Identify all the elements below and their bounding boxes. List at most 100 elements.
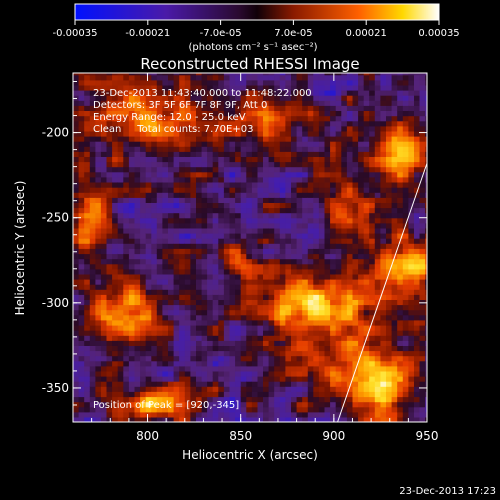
heatmap-cell	[374, 401, 381, 408]
heatmap-cell	[341, 156, 348, 163]
heatmap-cell	[184, 233, 191, 239]
heatmap-cell	[145, 243, 152, 249]
heatmap-cell	[318, 73, 326, 76]
heatmap-cell	[100, 146, 108, 152]
heatmap-cell	[279, 84, 286, 91]
heatmap-cell	[235, 299, 242, 306]
heatmap-cell	[212, 73, 219, 76]
heatmap-cell	[173, 396, 180, 403]
heatmap-cell	[369, 233, 376, 239]
heatmap-cell	[184, 110, 191, 117]
heatmap-cell	[168, 192, 175, 198]
heatmap-cell	[268, 253, 275, 260]
heatmap-cell	[391, 314, 398, 321]
heatmap-cell	[374, 376, 381, 382]
heatmap-cell	[246, 130, 253, 137]
heatmap-cell	[117, 355, 124, 362]
heatmap-cell	[156, 263, 163, 270]
heatmap-cell	[168, 171, 175, 178]
heatmap-cell	[145, 273, 152, 280]
heatmap-cell	[134, 151, 141, 157]
heatmap-cell	[145, 406, 152, 413]
heatmap-cell	[363, 401, 370, 408]
heatmap-cell	[100, 243, 108, 249]
heatmap-cell	[162, 335, 169, 341]
heatmap-cell	[140, 151, 147, 157]
heatmap-cell	[78, 376, 85, 382]
heatmap-cell	[268, 309, 275, 316]
heatmap-cell	[257, 299, 264, 306]
solar-limb-line	[337, 163, 428, 423]
heatmap-cell	[268, 74, 275, 81]
heatmap-cell	[84, 227, 91, 234]
heatmap-cell	[235, 273, 242, 280]
heatmap-cell	[324, 233, 331, 239]
heatmap-cell	[173, 284, 180, 290]
heatmap-cell	[257, 355, 264, 362]
heatmap-cell	[168, 95, 175, 101]
heatmap-cell	[363, 268, 370, 275]
heatmap-cell	[335, 166, 342, 173]
heatmap-cell	[179, 319, 186, 326]
heatmap-cell	[134, 355, 141, 362]
heatmap-cell	[246, 273, 253, 280]
heatmap-cell	[123, 370, 130, 377]
heatmap-cell	[162, 110, 169, 117]
heatmap-cell	[414, 386, 421, 392]
heatmap-cell	[419, 176, 426, 183]
heatmap-cell	[168, 406, 175, 413]
heatmap-cell	[100, 376, 108, 382]
heatmap-cell	[363, 289, 370, 295]
heatmap-cell	[279, 74, 286, 81]
heatmap-cell	[324, 222, 331, 229]
heatmap-cell	[207, 238, 214, 244]
heatmap-cell	[100, 73, 108, 76]
heatmap-cell	[335, 386, 342, 392]
heatmap-cell	[296, 253, 303, 260]
heatmap-cell	[196, 406, 203, 413]
heatmap-cell	[346, 227, 354, 234]
heatmap-cell	[106, 95, 113, 101]
heatmap-cell	[89, 248, 96, 255]
heatmap-cell	[419, 294, 426, 300]
heatmap-cell	[151, 406, 158, 413]
heatmap-cell	[156, 273, 163, 280]
colorbar-tick-label: 7.0e-05	[274, 28, 312, 39]
heatmap-cell	[352, 73, 359, 76]
heatmap-cell	[386, 309, 393, 316]
heatmap-cell	[369, 217, 376, 224]
heatmap-cell	[229, 73, 236, 76]
heatmap-cell	[235, 233, 242, 239]
heatmap-cell	[335, 243, 342, 249]
heatmap-cell	[73, 284, 80, 290]
heatmap-cell	[179, 79, 186, 86]
heatmap-cell	[246, 355, 253, 362]
heatmap-cell	[324, 284, 331, 290]
heatmap-cell	[201, 243, 208, 249]
heatmap-cell	[335, 350, 342, 357]
heatmap-cell	[251, 350, 259, 357]
heatmap-cell	[151, 325, 158, 331]
heatmap-cell	[123, 151, 130, 157]
heatmap-cell	[73, 253, 80, 260]
heatmap-cell	[100, 268, 108, 275]
heatmap-cell	[184, 146, 191, 152]
heatmap-cell	[168, 325, 175, 331]
heatmap-cell	[84, 345, 91, 352]
heatmap-cell	[173, 401, 180, 408]
heatmap-cell	[358, 146, 365, 152]
heatmap-cell	[318, 376, 326, 382]
heatmap-cell	[397, 325, 404, 331]
heatmap-cell	[391, 130, 398, 137]
heatmap-cell	[179, 95, 186, 101]
heatmap-cell	[391, 110, 398, 117]
heatmap-cell	[207, 345, 214, 352]
heatmap-cell	[207, 253, 214, 260]
heatmap-cell	[162, 105, 169, 111]
heatmap-cell	[89, 263, 96, 270]
heatmap-cell	[117, 125, 124, 132]
heatmap-cell	[207, 141, 214, 147]
heatmap-cell	[134, 273, 141, 280]
heatmap-cell	[235, 391, 242, 398]
heatmap-cell	[89, 105, 96, 111]
